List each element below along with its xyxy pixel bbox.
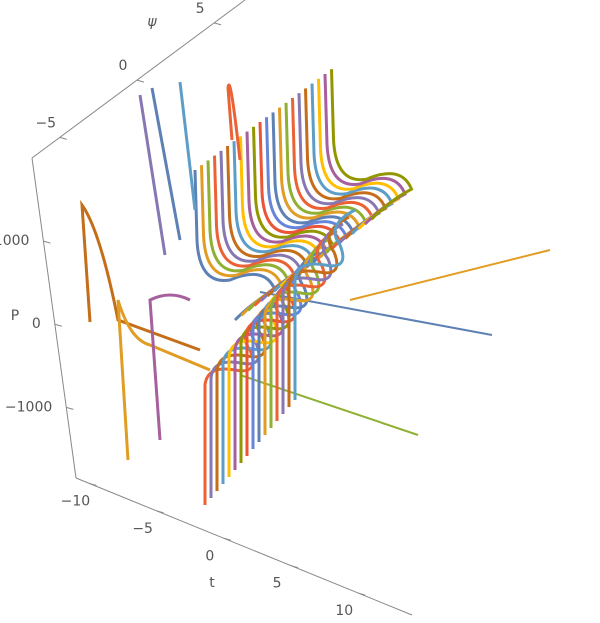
- solution-curve: [150, 87, 182, 241]
- tick-mark: [89, 482, 97, 486]
- tick-label: 0: [118, 58, 127, 74]
- solution-curve: [178, 81, 197, 211]
- tick-mark: [59, 136, 67, 140]
- x-axis-label: t: [209, 575, 215, 591]
- tick-label: 0: [205, 548, 214, 564]
- t-axis: [75, 477, 413, 616]
- z-axis-label: P: [11, 308, 19, 324]
- tick-mark: [43, 240, 51, 244]
- solution-curve: [80, 199, 201, 352]
- tick-label: −10: [61, 493, 91, 509]
- solution-curve: [116, 299, 211, 461]
- solution-curve: [330, 69, 414, 221]
- tick-mark: [358, 592, 366, 596]
- tick-label: −1000: [5, 399, 52, 415]
- tick-mark: [66, 406, 74, 410]
- tick-label: −5: [35, 115, 56, 131]
- solution-curve: [226, 83, 242, 161]
- tick-mark: [290, 565, 299, 569]
- tick-mark: [223, 537, 231, 541]
- solution-curve: [349, 249, 551, 301]
- solution-curve: [138, 94, 167, 256]
- tick-label: 5: [196, 1, 205, 17]
- tick-label: 10: [335, 603, 353, 619]
- tick-label: −5: [132, 521, 153, 537]
- tick-mark: [136, 79, 145, 83]
- tick-mark: [213, 22, 222, 26]
- p-axis: [31, 157, 77, 479]
- tick-label: 0: [32, 316, 41, 332]
- tick-label: 1000: [0, 233, 29, 249]
- solution-curve: [239, 374, 419, 436]
- tick-mark: [156, 510, 164, 514]
- solution-curve: [148, 293, 191, 441]
- tick-mark: [54, 323, 62, 327]
- tick-label: 5: [273, 576, 282, 592]
- y-axis-label: ψ: [147, 14, 157, 30]
- psi-axis: [31, 0, 246, 159]
- curves: [80, 69, 551, 505]
- solution-curve: [293, 208, 356, 400]
